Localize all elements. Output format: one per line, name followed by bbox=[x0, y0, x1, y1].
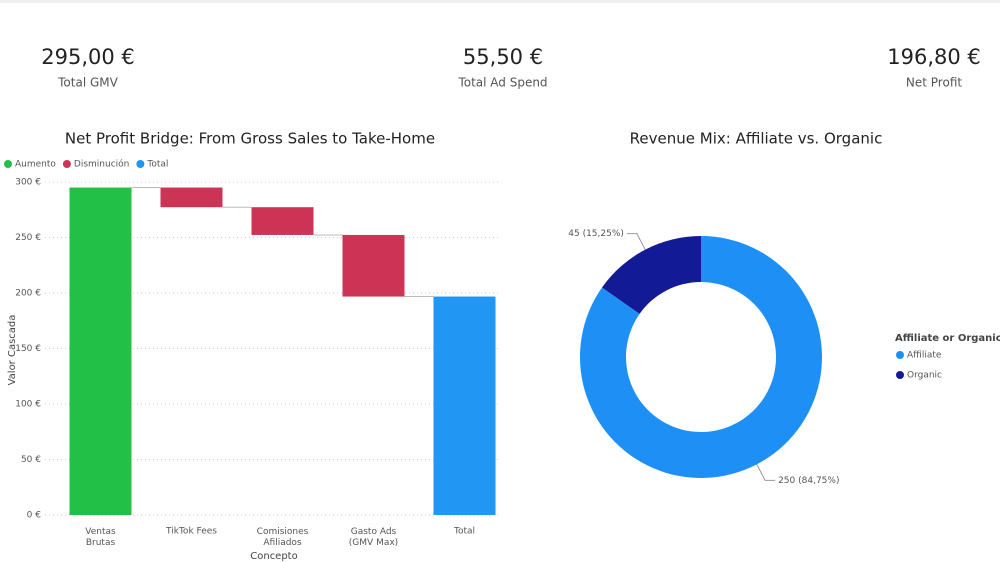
y-tick-label: 100 € bbox=[15, 400, 41, 410]
legend-marker bbox=[896, 371, 904, 379]
y-axis-label: Valor Cascada bbox=[7, 315, 18, 386]
x-tick-label: TikTok Fees bbox=[165, 527, 217, 537]
legend-label: Organic bbox=[907, 371, 942, 381]
x-tick-label: Total bbox=[453, 527, 475, 537]
y-tick-label: 200 € bbox=[15, 289, 41, 299]
y-tick-label: 150 € bbox=[15, 344, 41, 354]
card-value: 196,80 € bbox=[887, 45, 981, 69]
legend-label: Disminución bbox=[74, 159, 129, 170]
donut-slice bbox=[601, 236, 701, 314]
legend-label: Affiliate bbox=[907, 351, 942, 361]
legend-label: Total bbox=[146, 160, 168, 170]
x-tick-label: Comisiones Afiliados bbox=[257, 527, 309, 548]
x-axis-label: Concepto bbox=[250, 551, 297, 562]
x-tick-label: Gasto Ads (GMV Max) bbox=[349, 527, 398, 548]
chart-title: Revenue Mix: Affiliate vs. Organic bbox=[630, 130, 883, 148]
bar bbox=[69, 187, 132, 516]
card-value: 55,50 € bbox=[463, 45, 543, 69]
y-tick-label: 300 € bbox=[15, 178, 41, 188]
legend-label: Aumento bbox=[15, 160, 56, 170]
legend-marker bbox=[136, 160, 145, 168]
legend-title: Affiliate or Organic? bbox=[895, 333, 1000, 344]
card-value: 295,00 € bbox=[41, 45, 135, 69]
legend-marker bbox=[4, 160, 12, 168]
top-bar bbox=[0, 0, 1000, 3]
card-label: Total GMV bbox=[57, 76, 118, 90]
leader-line bbox=[756, 464, 776, 481]
donut-slice bbox=[580, 236, 822, 478]
bar bbox=[433, 296, 496, 515]
legend-marker bbox=[896, 351, 904, 359]
leader-line bbox=[626, 233, 646, 250]
bar bbox=[251, 207, 314, 235]
bar bbox=[160, 187, 223, 208]
legend-marker bbox=[62, 160, 71, 168]
card-label: Total Ad Spend bbox=[457, 76, 547, 90]
bar bbox=[342, 234, 405, 297]
chart-title: Net Profit Bridge: From Gross Sales to T… bbox=[65, 130, 435, 148]
y-tick-label: 250 € bbox=[15, 233, 41, 243]
y-tick-label: 50 € bbox=[21, 455, 41, 465]
y-tick-label: 0 € bbox=[27, 511, 42, 521]
card-label: Net Profit bbox=[906, 76, 962, 90]
x-tick-label: Ventas Brutas bbox=[85, 527, 116, 548]
data-label: 45 (15,25%) bbox=[568, 229, 624, 239]
data-label: 250 (84,75%) bbox=[778, 476, 839, 486]
